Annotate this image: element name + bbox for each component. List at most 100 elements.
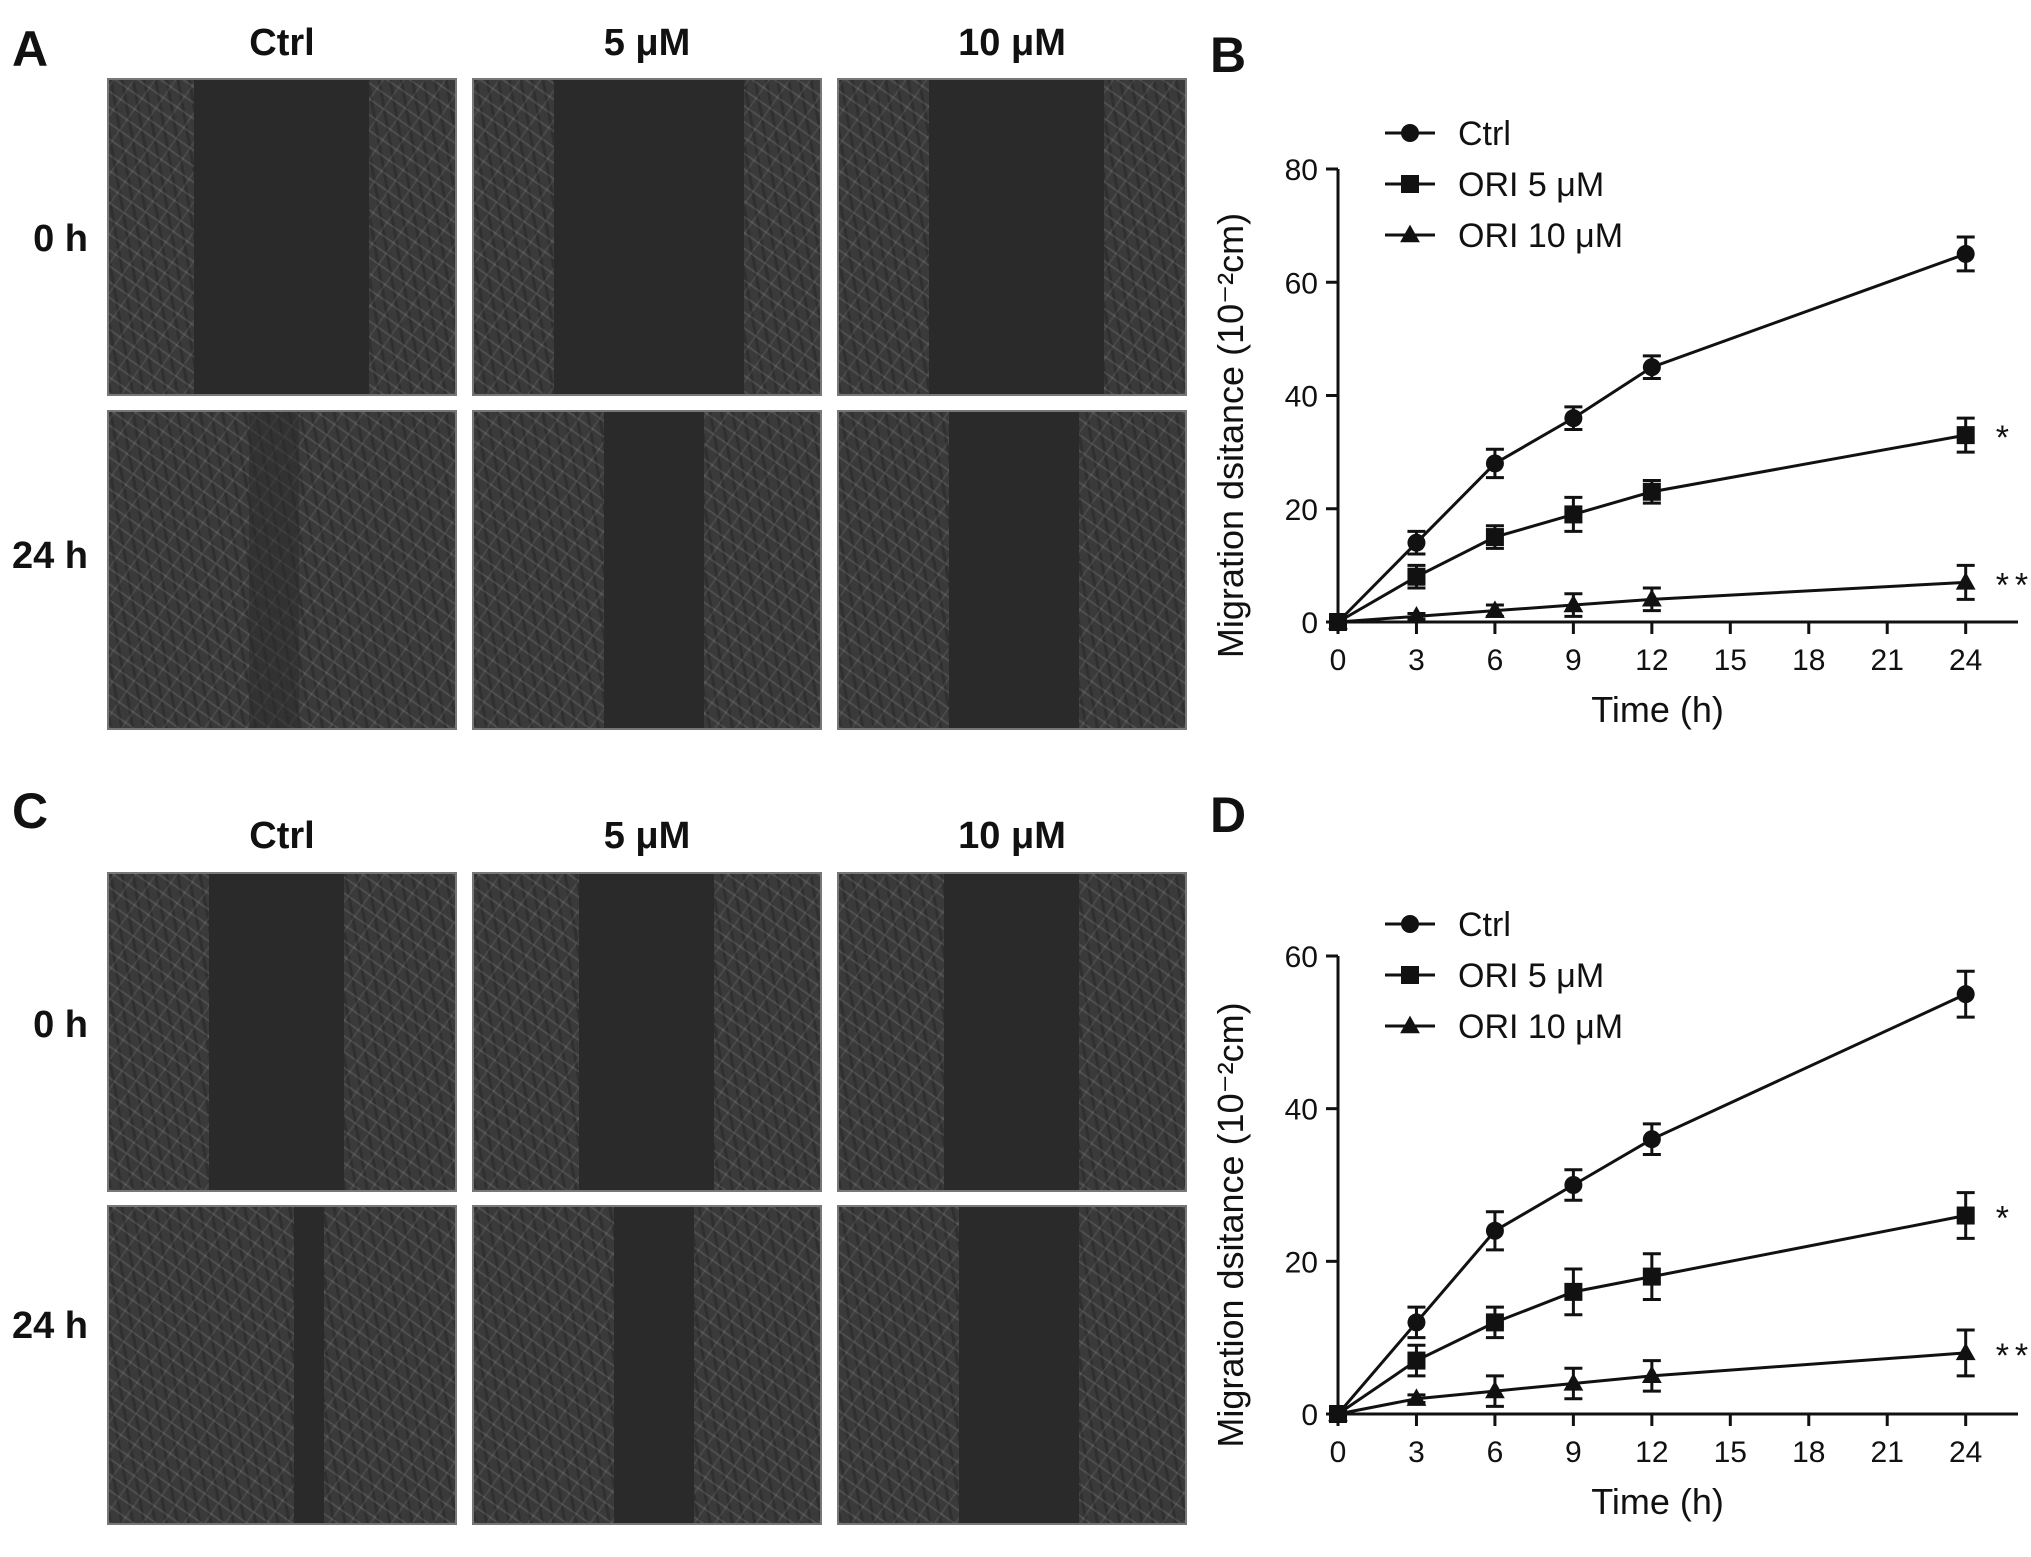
chart-b-series-1-point: [1642, 358, 1661, 377]
column-header-ctrl: Ctrl: [249, 22, 315, 64]
chart-b-series-3-point: [1328, 611, 1348, 630]
chart-b-x-tick-label: 6: [1487, 644, 1504, 677]
column-header-5um-c: 5 μM: [603, 815, 691, 857]
chart-d-series-2-point: [1485, 1313, 1504, 1332]
chart-b-legend-label: Ctrl: [1458, 115, 1511, 153]
chart-d-legend-label: ORI 5 μM: [1458, 957, 1604, 995]
chart-d-x-tick-label: 21: [1871, 1436, 1904, 1469]
chart-d-series-3-point: [1328, 1403, 1348, 1422]
chart-b-legend-label: ORI 5 μM: [1458, 166, 1604, 204]
chart-b-series-3-point: [1406, 605, 1427, 624]
column-header-10um: 10 μM: [958, 22, 1066, 64]
chart-b-series-3-significance: **: [1996, 566, 2031, 604]
chart-b-y-axis-label: Migration dsitance (10⁻²cm): [1210, 213, 1251, 658]
chart-d-series-1-point: [1329, 1405, 1347, 1423]
chart-d-series-1-point: [1642, 1130, 1661, 1149]
chart-b-series-2-point: [1329, 613, 1347, 631]
chart-d-x-tick-label: 18: [1792, 1436, 1825, 1469]
chart-b-x-tick-label: 15: [1714, 644, 1747, 677]
chart-b-panel-letter: B: [1210, 27, 1246, 83]
chart-b-legend-marker: [1401, 175, 1419, 193]
column-header-5um: 5 μM: [603, 22, 691, 64]
chart-d-series-3-point: [1641, 1365, 1662, 1384]
chart-b-x-tick-label: 0: [1330, 644, 1347, 677]
chart-b-series-3-line: [1337, 580, 1966, 624]
chart-d-x-tick-label: 15: [1714, 1436, 1747, 1469]
chart-b-series-1-point: [1485, 454, 1504, 473]
micrograph-a-ctrl-24h: [107, 410, 457, 730]
chart-d-series-3-point: [1563, 1373, 1584, 1391]
chart-d-series-2-point: [1956, 1206, 1975, 1225]
chart-b-series-2-point: [1956, 426, 1975, 445]
chart-b-series-1-point: [1564, 409, 1583, 428]
chart-b-x-tick-label: 18: [1792, 644, 1825, 677]
chart-b-x-tick-label: 21: [1871, 644, 1904, 677]
chart-d-x-tick-label: 3: [1408, 1436, 1425, 1469]
chart-b-series-3-point: [1641, 589, 1662, 607]
chart-d-series-2-point: [1329, 1405, 1347, 1423]
micrograph-a-10um-0h: [837, 78, 1187, 396]
chart-b-series-3-point: [1485, 600, 1505, 618]
micrograph-c-ctrl-0h: [107, 872, 457, 1192]
chart-d-y-tick-label: 20: [1285, 1246, 1318, 1279]
chart-b-series-1-point: [1956, 244, 1975, 263]
chart-d-series-2-point: [1407, 1351, 1426, 1370]
chart-d-x-tick-label: 24: [1949, 1436, 1982, 1469]
chart-b-series-2-point: [1485, 528, 1504, 547]
chart-b-series-3-point: [1955, 572, 1976, 590]
chart-b-series-3-point: [1563, 594, 1584, 613]
column-header-10um-c: 10 μM: [958, 815, 1066, 857]
chart-d-x-tick-label: 0: [1330, 1436, 1347, 1469]
chart-d-series-3-point: [1406, 1388, 1427, 1406]
chart-d-y-tick-label: 60: [1285, 941, 1318, 974]
chart-b-series-2-point: [1407, 567, 1426, 586]
micrograph-c-10um-24h: [837, 1205, 1187, 1525]
micrograph-c-10um-0h: [837, 872, 1187, 1192]
chart-d-series-3-significance: **: [1996, 1337, 2031, 1375]
chart-b-series-2-point: [1642, 482, 1661, 501]
chart-b-x-tick-label: 24: [1949, 644, 1982, 677]
row-header-0h-c: 0 h: [33, 1004, 88, 1046]
chart-b-series-2-point: [1564, 505, 1583, 524]
chart-b-series-1-point: [1329, 613, 1347, 631]
chart-d-legend-marker: [1401, 966, 1419, 984]
micrograph-a-5um-0h: [472, 78, 822, 396]
row-header-0h: 0 h: [33, 218, 88, 260]
chart-b-series-1-line: [1336, 252, 1967, 624]
column-header-ctrl-c: Ctrl: [249, 815, 315, 857]
chart-d-series-1-point: [1956, 985, 1975, 1004]
chart-d-y-tick-label: 0: [1301, 1399, 1318, 1432]
row-header-24h-c: 24 h: [11, 1305, 88, 1347]
panel-letter-c: C: [12, 783, 49, 839]
micrograph-a-ctrl-0h: [107, 78, 457, 396]
chart-d-series-2-point: [1564, 1282, 1583, 1301]
chart-d-x-axis-label: Time (h): [1591, 1481, 1724, 1522]
chart-b-legend-marker: [1401, 124, 1419, 142]
chart-d-y-axis-label: Migration dsitance (10⁻²cm): [1210, 1002, 1251, 1447]
chart-d-series-2-significance: *: [1996, 1200, 2015, 1238]
chart-d-series-1-point: [1564, 1176, 1583, 1194]
chart-d-legend-label: ORI 10 μM: [1458, 1008, 1623, 1046]
chart-b-y-tick-label: 20: [1285, 494, 1318, 527]
panel-letter-a: A: [12, 21, 49, 77]
micrograph-c-5um-24h: [472, 1205, 822, 1525]
micrograph-c-ctrl-24h: [107, 1205, 457, 1525]
chart-d-series-3-point: [1485, 1380, 1505, 1399]
chart-b-series-2-line: [1337, 433, 1966, 624]
chart-d-series-1-point: [1407, 1313, 1426, 1332]
chart-b-y-tick-label: 60: [1285, 267, 1318, 300]
micrograph-a-5um-24h: [472, 410, 822, 730]
chart-b-x-tick-label: 12: [1635, 644, 1668, 677]
chart-d-series-3-point: [1955, 1342, 1976, 1361]
chart-d-series-1-line: [1336, 992, 1967, 1415]
chart-d-panel-letter: D: [1210, 787, 1246, 843]
chart-b-legend-marker: [1400, 224, 1420, 243]
chart-b-y-tick-label: 0: [1301, 607, 1318, 640]
chart-d-series-3-line: [1337, 1351, 1966, 1416]
chart-b-y-tick-label: 80: [1285, 154, 1318, 187]
chart-d-series-2-line: [1337, 1214, 1966, 1416]
chart-b-legend-label: ORI 10 μM: [1458, 217, 1623, 255]
chart-d-x-tick-label: 9: [1565, 1436, 1582, 1469]
micrograph-c-5um-0h: [472, 872, 822, 1192]
chart-b-series-2-significance: *: [1996, 419, 2015, 457]
